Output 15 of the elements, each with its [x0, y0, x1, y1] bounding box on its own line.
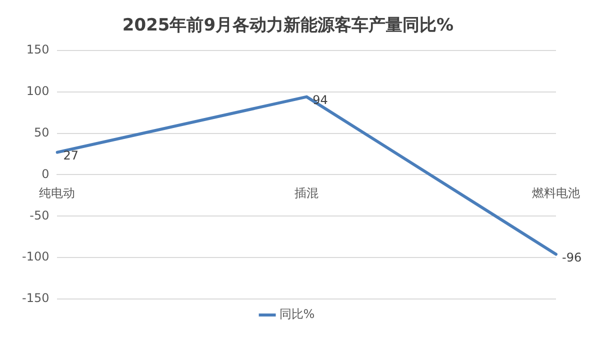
- y-tick-label: 150: [26, 42, 50, 57]
- chart-title: 2025年前9月各动力新能源客车产量同比%: [122, 16, 454, 36]
- y-tick-label: 0: [42, 166, 50, 181]
- y-tick-label: -50: [30, 208, 50, 222]
- x-tick-label: 燃料电池: [532, 186, 580, 200]
- y-tick-label: -150: [22, 291, 50, 306]
- x-tick-label: 纯电动: [39, 186, 76, 200]
- data-label: 94: [312, 92, 328, 107]
- y-tick-label: 100: [26, 84, 50, 98]
- legend-label: 同比%: [279, 307, 315, 322]
- data-label: 27: [63, 148, 79, 162]
- data-label: -96: [562, 250, 582, 264]
- y-tick-label: -100: [22, 250, 50, 264]
- x-tick-label: 插混: [294, 186, 319, 200]
- y-tick-label: 50: [34, 125, 50, 140]
